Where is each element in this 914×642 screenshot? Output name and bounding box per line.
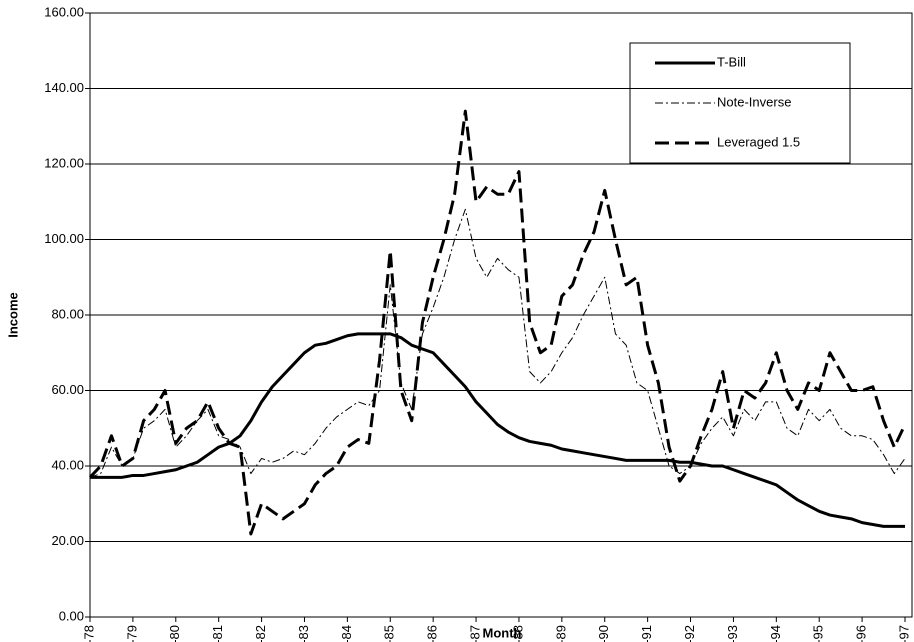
y-tick-label: 120.00 <box>44 155 84 170</box>
y-axis-label: Income <box>5 292 20 338</box>
x-tick-label: Feb-79 <box>124 625 139 642</box>
y-tick-label: 160.00 <box>44 4 84 19</box>
x-tick-label: Feb-81 <box>210 625 225 642</box>
y-tick-label: 100.00 <box>44 231 84 246</box>
y-tick-label: 140.00 <box>44 80 84 95</box>
y-tick-label: 40.00 <box>51 457 84 472</box>
x-tick-label: Feb-88 <box>510 625 525 642</box>
series-line <box>90 332 905 528</box>
x-tick-label: Feb-87 <box>467 625 482 642</box>
x-tick-label: Feb-80 <box>167 625 182 642</box>
x-tick-label: Feb-78 <box>81 625 96 642</box>
x-tick-label: Feb-83 <box>296 625 311 642</box>
x-tick-label: Feb-93 <box>725 625 740 642</box>
x-tick-label: Feb-97 <box>896 625 911 642</box>
x-tick-label: Feb-96 <box>854 625 869 642</box>
y-tick-label: 80.00 <box>51 306 84 321</box>
x-tick-label: Feb-85 <box>382 625 397 642</box>
legend-label: Note-Inverse <box>717 94 791 109</box>
x-tick-label: Feb-95 <box>811 625 826 642</box>
x-tick-label: Feb-84 <box>339 625 354 642</box>
x-tick-label: Feb-92 <box>682 625 697 642</box>
x-tick-label: Feb-90 <box>596 625 611 642</box>
series-line <box>89 208 906 478</box>
x-tick-label: Feb-82 <box>253 625 268 642</box>
legend-label: T-Bill <box>717 54 746 69</box>
x-tick-label: Feb-86 <box>425 625 440 642</box>
x-tick-label: Feb-94 <box>768 625 783 642</box>
x-tick-label: Feb-89 <box>553 625 568 642</box>
y-tick-label: 20.00 <box>51 533 84 548</box>
y-tick-label: 60.00 <box>51 382 84 397</box>
legend-label: Leveraged 1.5 <box>717 134 800 149</box>
y-tick-label: 0.00 <box>59 608 84 623</box>
x-tick-label: Feb-91 <box>639 625 654 642</box>
series-line <box>88 109 907 536</box>
x-axis-label: Month <box>483 625 522 640</box>
